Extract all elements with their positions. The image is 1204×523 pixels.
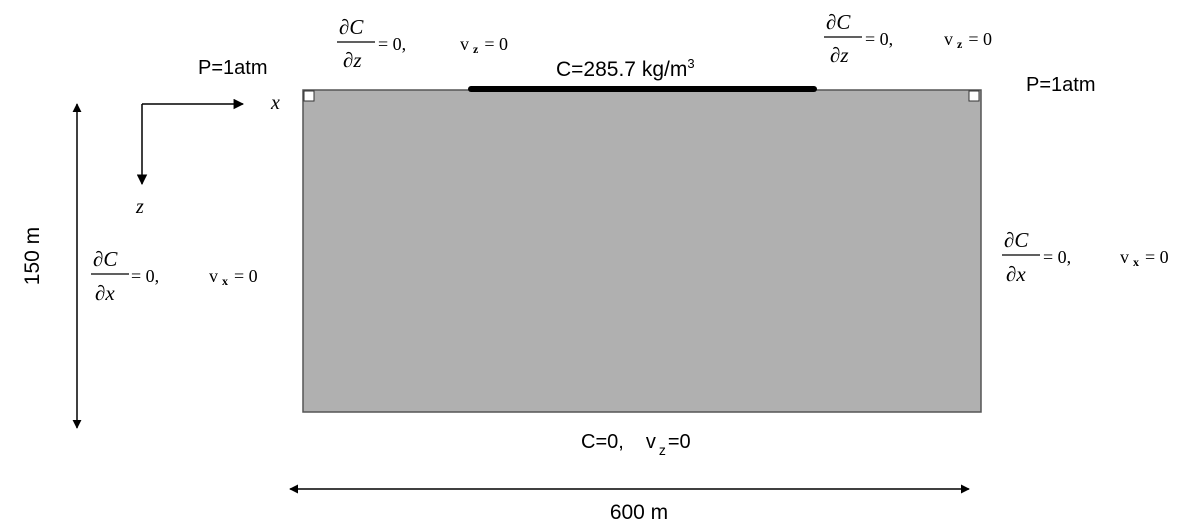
corner-marker-left [303,90,315,102]
top-left-dC: ∂C [339,15,364,39]
z-axis-label: z [135,196,144,218]
right-side-dC: ∂C [1004,228,1029,252]
width-dimension-label: 600 m [610,501,668,523]
domain-rectangle [302,89,982,413]
bottom-condition: C=0, v z =0 [581,431,691,458]
top-left-dz: ∂z [343,48,362,72]
top-right-pressure: P=1atm [1026,74,1095,96]
top-right-dz: ∂z [830,43,849,67]
top-left-pressure: P=1atm [198,57,267,79]
top-right-dC: ∂C [826,10,851,34]
right-side-dx: ∂x [1006,262,1026,286]
right-side-velocity: v x = 0 [1120,247,1169,269]
left-side-dC: ∂C [93,247,118,271]
left-side-dx: ∂x [95,281,115,305]
left-side-cond-rest: = 0, [131,266,159,286]
right-side-cond-rest: = 0, [1043,247,1071,267]
top-right-cond-rest: = 0, [865,29,893,49]
height-dimension-label: 150 m [21,227,44,285]
left-side-velocity: v x = 0 [209,266,258,288]
x-axis-label: x [270,92,280,114]
corner-marker-right [968,90,980,102]
source-label: C=285.7 kg/m3 [556,56,695,81]
top-right-velocity: v z = 0 [944,29,992,51]
top-left-velocity: v z = 0 [460,34,508,56]
top-left-cond-rest: = 0, [378,34,406,54]
